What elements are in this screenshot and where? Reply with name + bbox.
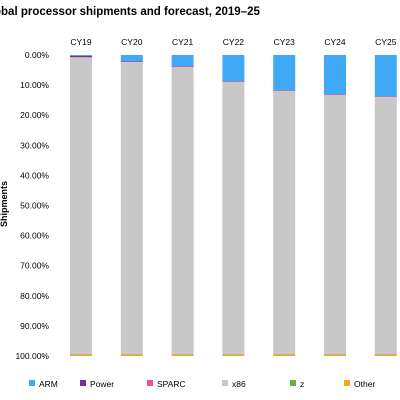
- y-tick-label: 40.00%: [20, 170, 49, 180]
- bar-segment-sparc: [374, 96, 397, 98]
- bar-segment-sparc: [171, 66, 194, 68]
- bar-segment-power: [222, 81, 245, 82]
- bar-segment-other: [222, 354, 245, 356]
- bar-segment-other: [70, 354, 92, 356]
- bar-segment-z: [374, 354, 397, 356]
- bar-segment-z: [120, 354, 143, 356]
- bar-segment-power: [324, 94, 346, 95]
- legend-swatch-power: [80, 380, 86, 386]
- bar-segment-z: [273, 354, 296, 356]
- legend-label-arm: ARM: [39, 379, 58, 389]
- bar-segment-x86: [120, 61, 143, 355]
- bar-segment-z: [324, 354, 346, 356]
- bar-segment-x86: [171, 67, 194, 355]
- bar-segment-arm: [374, 55, 397, 97]
- bar-segment-sparc: [222, 81, 245, 83]
- bar-segment-power: [70, 55, 92, 58]
- bar-segment-x86: [374, 96, 397, 355]
- bar-segment-sparc: [70, 57, 92, 58]
- x-category-label: CY21: [172, 37, 194, 47]
- legend-label-z: z: [300, 379, 304, 389]
- bar-segment-other: [374, 354, 397, 356]
- bar-segment-power: [171, 66, 194, 67]
- y-tick-label: 90.00%: [20, 321, 49, 331]
- legend-swatch-arm: [29, 380, 35, 386]
- bar-segment-z: [171, 354, 194, 356]
- x-category-label: CY22: [223, 37, 245, 47]
- bar-segment-x86: [222, 81, 245, 355]
- y-tick-label: 10.00%: [20, 80, 49, 90]
- bar-segment-arm: [171, 55, 194, 67]
- legend-swatch-other: [344, 380, 350, 386]
- x-category-label: CY19: [70, 37, 92, 47]
- bar-segment-power: [273, 90, 296, 91]
- y-tick-label: 60.00%: [20, 231, 49, 241]
- legend-label-x86: x86: [232, 379, 246, 389]
- bar-segment-sparc: [273, 90, 296, 92]
- bar-segment-arm: [324, 55, 346, 95]
- y-tick-label: 70.00%: [20, 261, 49, 271]
- bar-segment-arm: [120, 55, 143, 62]
- legend-swatch-z: [290, 380, 296, 386]
- bar-segment-other: [120, 354, 143, 356]
- bar-segment-arm: [273, 55, 296, 91]
- bar-segment-z: [70, 354, 92, 356]
- x-category-label: CY23: [274, 37, 296, 47]
- legend-swatch-x86: [222, 380, 228, 386]
- bar-segment-sparc: [120, 61, 143, 63]
- y-tick-label: 50.00%: [20, 201, 49, 211]
- legend-label-power: Power: [90, 379, 114, 389]
- bar-segment-x86: [324, 94, 346, 355]
- bar-segment-x86: [70, 57, 92, 355]
- bar-segment-x86: [273, 90, 296, 355]
- bar-segment-power: [120, 61, 143, 62]
- y-tick-label: 20.00%: [20, 110, 49, 120]
- legend-label-sparc: SPARC: [157, 379, 186, 389]
- legend-swatch-sparc: [147, 380, 153, 386]
- bar-segment-other: [273, 354, 296, 356]
- chart-title: obal processor shipments and forecast, 2…: [0, 6, 260, 18]
- x-category-label: CY24: [324, 37, 346, 47]
- bar-segment-arm: [70, 55, 92, 56]
- bar-segment-sparc: [324, 94, 346, 96]
- bar-segment-z: [222, 354, 245, 356]
- x-category-label: CY20: [121, 37, 143, 47]
- x-category-label: CY25: [375, 37, 397, 47]
- legend-label-other: Other: [354, 379, 375, 389]
- bar-segment-power: [374, 96, 397, 97]
- bar-segment-other: [171, 354, 194, 356]
- y-tick-label: 80.00%: [20, 291, 49, 301]
- bar-segment-other: [324, 354, 346, 356]
- y-tick-label: 30.00%: [20, 140, 49, 150]
- y-tick-label: 0.00%: [25, 50, 50, 60]
- bar-segment-arm: [222, 55, 245, 82]
- y-tick-label: 100.00%: [15, 351, 49, 361]
